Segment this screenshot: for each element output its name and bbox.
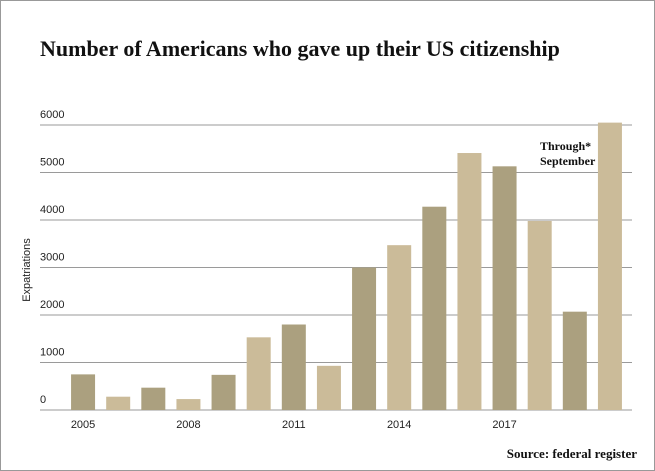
bar [141, 387, 166, 410]
x-tick-label: 2011 [282, 419, 306, 431]
bar [316, 365, 341, 410]
bar [562, 311, 587, 410]
y-tick-label: 6000 [40, 109, 64, 121]
bar [246, 337, 271, 410]
annotation: Through* September [540, 139, 596, 168]
y-axis-label: Expatriations [21, 238, 33, 302]
x-tick-label: 2017 [492, 419, 516, 431]
y-tick-label: 4000 [40, 204, 64, 216]
bar [71, 374, 96, 410]
x-tick-label: 2008 [176, 419, 200, 431]
bar [422, 206, 447, 410]
y-tick-label: 1000 [40, 347, 64, 359]
bar [527, 220, 552, 410]
chart-title: Number of Americans who gave up their US… [40, 36, 560, 61]
bar [492, 166, 517, 410]
bar [176, 399, 201, 410]
bar [106, 396, 131, 410]
bar [281, 324, 306, 410]
x-tick-label: 2014 [387, 419, 411, 431]
bar [597, 122, 622, 410]
x-tick-label: 2005 [71, 419, 95, 431]
bar [352, 267, 377, 410]
source: Source: federal register [507, 446, 637, 461]
bar [457, 153, 482, 410]
y-tick-label: 3000 [40, 252, 64, 264]
y-tick-label: 0 [40, 394, 46, 406]
bar [387, 245, 412, 410]
bar [211, 374, 236, 410]
y-tick-label: 5000 [40, 157, 64, 169]
y-tick-label: 2000 [40, 299, 64, 311]
